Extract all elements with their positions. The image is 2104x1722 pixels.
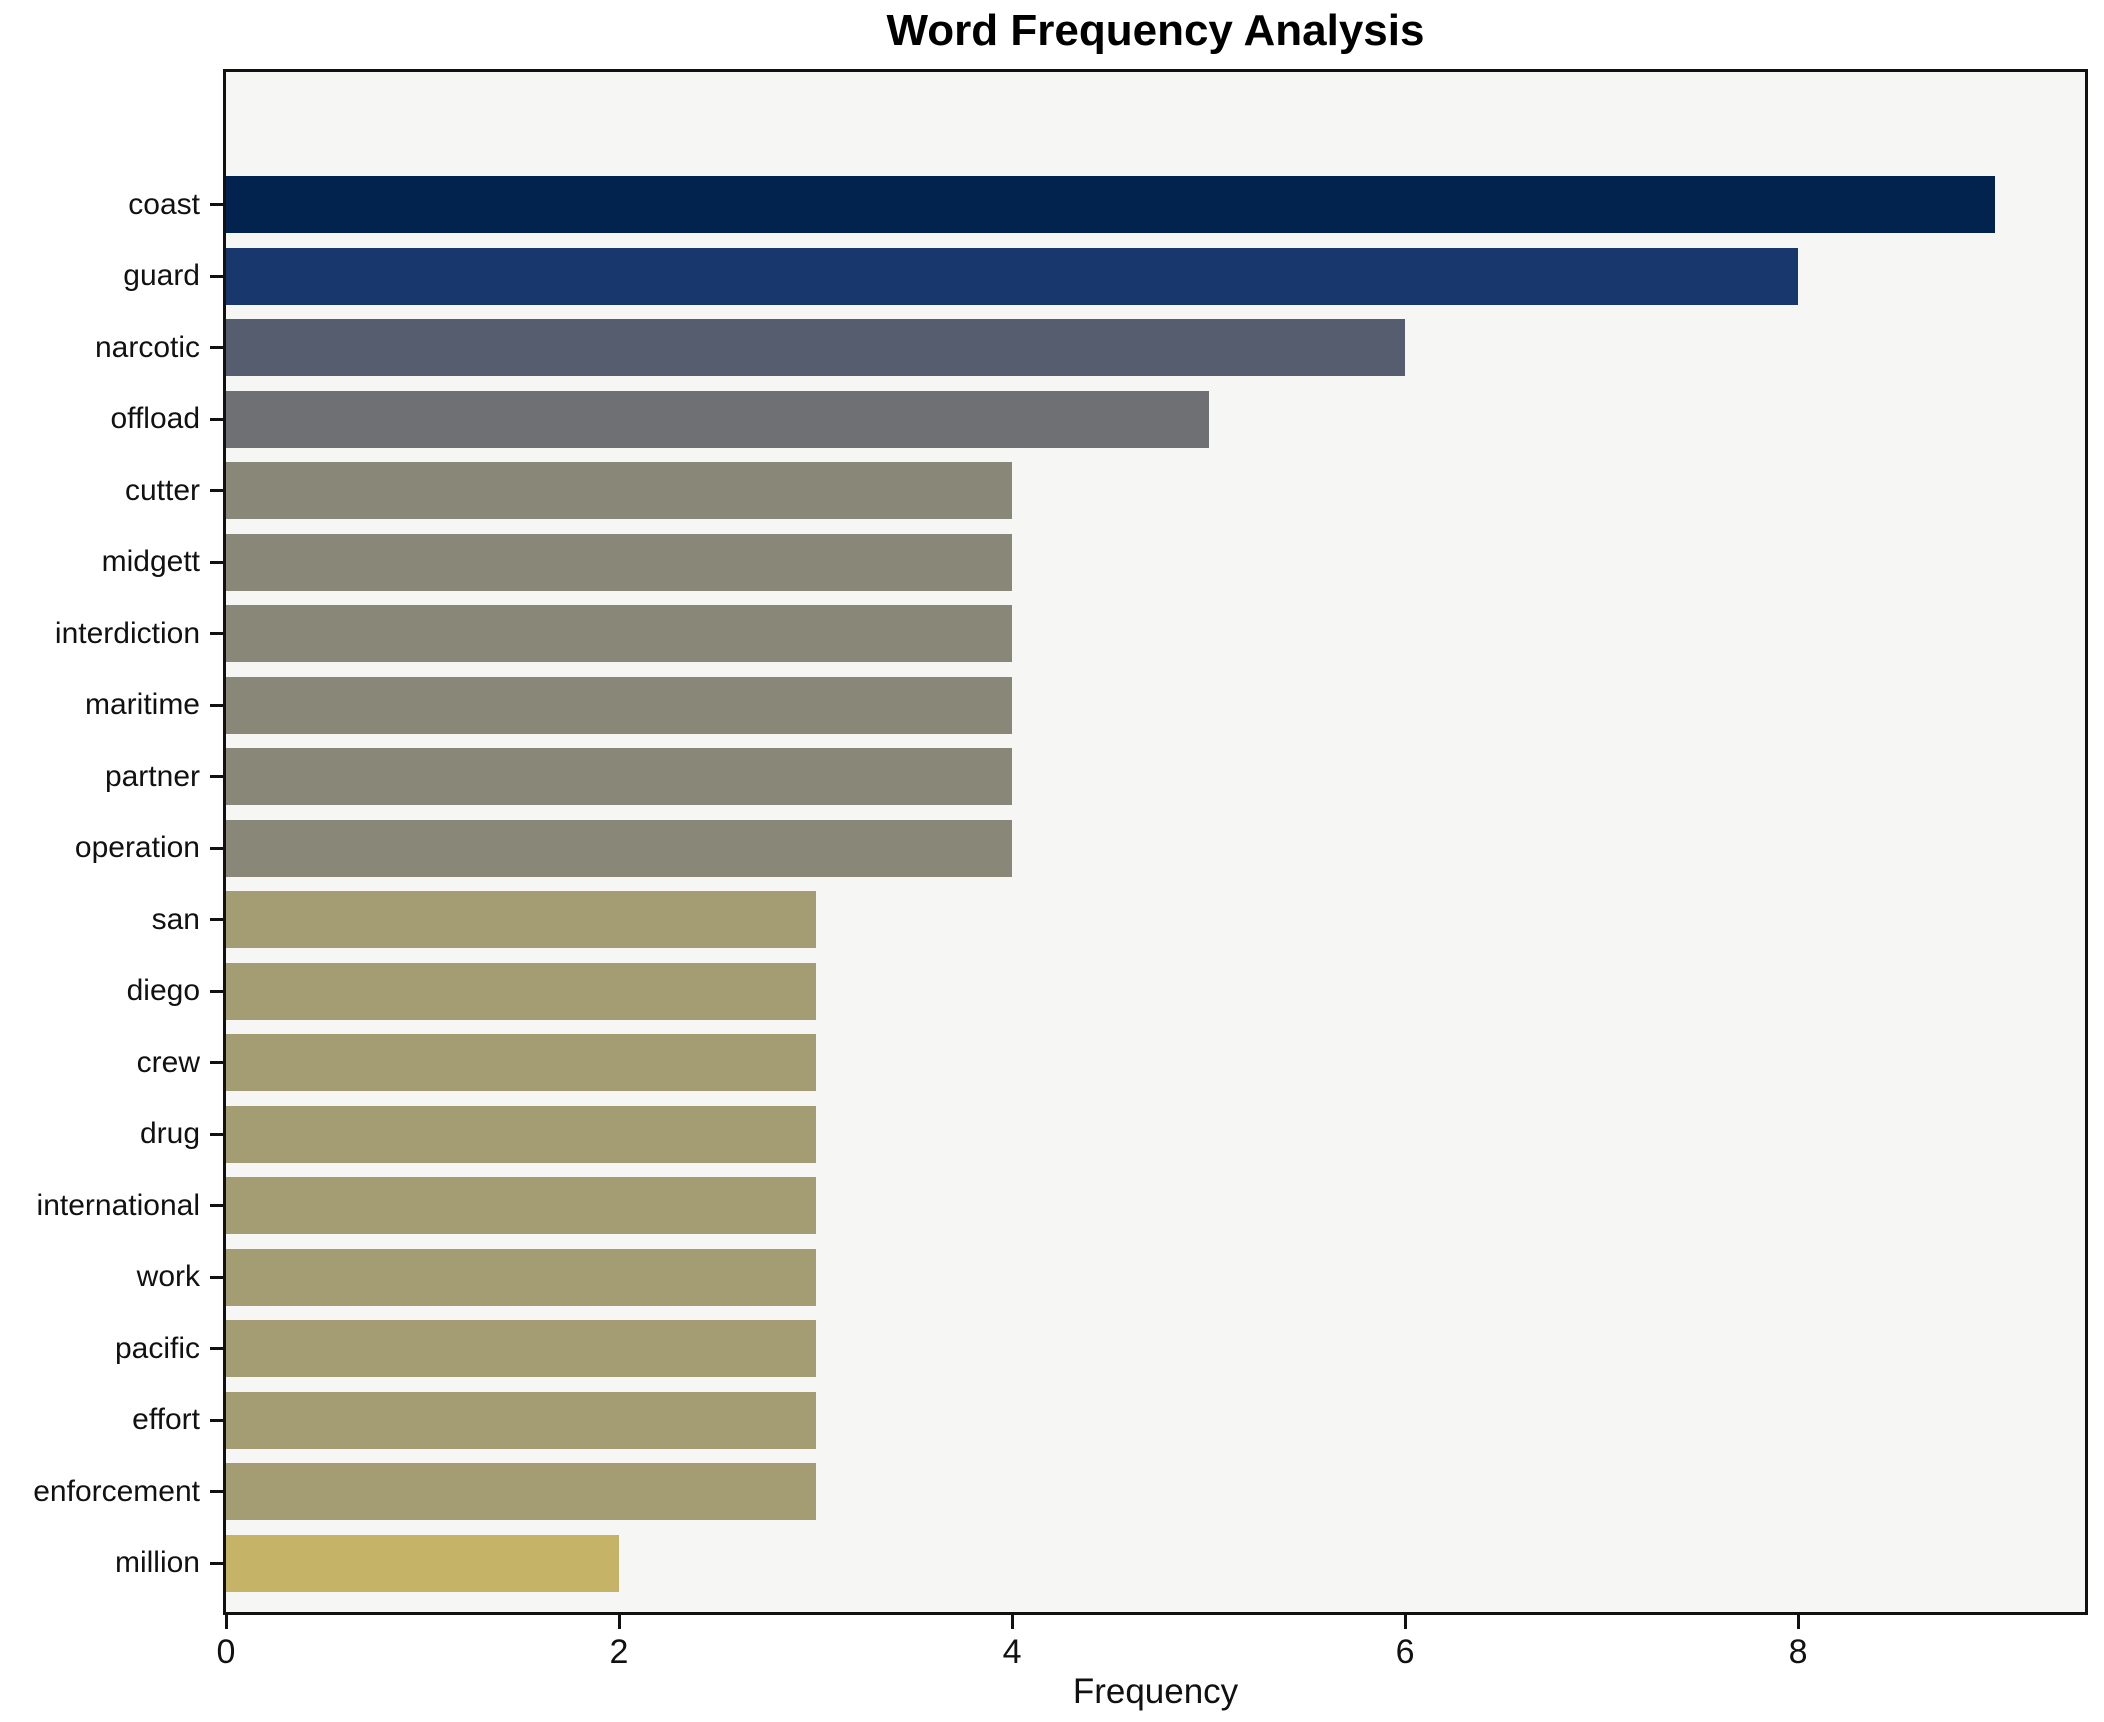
- x-tick-label: 2: [609, 1633, 629, 1671]
- y-axis-category-label: operation: [74, 831, 200, 865]
- y-axis-category-label: narcotic: [94, 330, 200, 364]
- y-tick: [210, 1347, 223, 1351]
- x-tick: [224, 1615, 228, 1629]
- y-axis-category-label: maritime: [84, 688, 200, 722]
- bar-international: [226, 1177, 816, 1235]
- bar-coast: [226, 176, 1995, 234]
- y-axis-category-label: midgett: [101, 545, 200, 579]
- y-axis-category-label: enforcement: [33, 1474, 200, 1508]
- y-tick: [210, 560, 223, 564]
- y-tick: [210, 274, 223, 278]
- bar-partner: [226, 748, 1013, 806]
- x-tick: [617, 1615, 621, 1629]
- y-tick: [210, 632, 223, 636]
- x-tick: [1796, 1615, 1800, 1629]
- bar-work: [226, 1248, 816, 1306]
- y-tick: [210, 203, 223, 207]
- bar-diego: [226, 962, 816, 1020]
- y-tick: [210, 346, 223, 350]
- y-axis-category-label: san: [151, 902, 200, 936]
- y-tick: [210, 1418, 223, 1422]
- y-axis-category-label: cutter: [124, 473, 200, 507]
- y-axis-category-label: partner: [104, 759, 200, 793]
- y-axis-category-label: diego: [126, 974, 200, 1008]
- bar-drug: [226, 1105, 816, 1163]
- y-axis-category-label: million: [114, 1546, 200, 1580]
- y-tick: [210, 417, 223, 421]
- y-tick: [210, 489, 223, 493]
- y-axis-category-label: international: [36, 1188, 200, 1222]
- bar-enforcement: [226, 1463, 816, 1521]
- bar-effort: [226, 1391, 816, 1449]
- bar-midgett: [226, 533, 1013, 591]
- x-tick-label: 4: [1002, 1633, 1022, 1671]
- y-tick: [210, 1061, 223, 1065]
- bar-guard: [226, 247, 1799, 305]
- y-tick: [210, 775, 223, 779]
- bar-narcotic: [226, 319, 1406, 377]
- bar-pacific: [226, 1320, 816, 1378]
- y-tick: [210, 1132, 223, 1136]
- y-axis-category-label: interdiction: [54, 616, 200, 650]
- x-tick: [1403, 1615, 1407, 1629]
- y-axis-category-label: work: [136, 1260, 200, 1294]
- y-axis-category-label: offload: [110, 402, 200, 436]
- y-axis-category-label: drug: [139, 1117, 200, 1151]
- y-axis-category-label: pacific: [114, 1331, 200, 1365]
- x-tick: [1010, 1615, 1014, 1629]
- y-tick: [210, 1490, 223, 1494]
- y-tick: [210, 1275, 223, 1279]
- x-tick-label: 6: [1395, 1633, 1415, 1671]
- x-tick-label: 0: [216, 1633, 236, 1671]
- y-tick: [210, 989, 223, 993]
- bar-million: [226, 1534, 620, 1592]
- bar-cutter: [226, 462, 1013, 520]
- chart-title: Word Frequency Analysis: [886, 6, 1425, 55]
- bar-crew: [226, 1034, 816, 1092]
- y-tick: [210, 918, 223, 922]
- y-axis-category-label: effort: [132, 1403, 200, 1437]
- y-tick: [210, 846, 223, 850]
- x-axis-label: Frequency: [1072, 1672, 1239, 1711]
- y-tick: [210, 1561, 223, 1565]
- bar-operation: [226, 819, 1013, 877]
- bar-san: [226, 891, 816, 949]
- bar-maritime: [226, 676, 1013, 734]
- y-axis-category-label: crew: [136, 1045, 200, 1079]
- x-tick-label: 8: [1788, 1633, 1808, 1671]
- bar-offload: [226, 390, 1209, 448]
- y-tick: [210, 1204, 223, 1208]
- y-axis-category-label: guard: [123, 259, 200, 293]
- plot-area: [223, 69, 2088, 1615]
- bar-interdiction: [226, 605, 1013, 663]
- y-tick: [210, 703, 223, 707]
- y-axis-category-label: coast: [128, 187, 200, 221]
